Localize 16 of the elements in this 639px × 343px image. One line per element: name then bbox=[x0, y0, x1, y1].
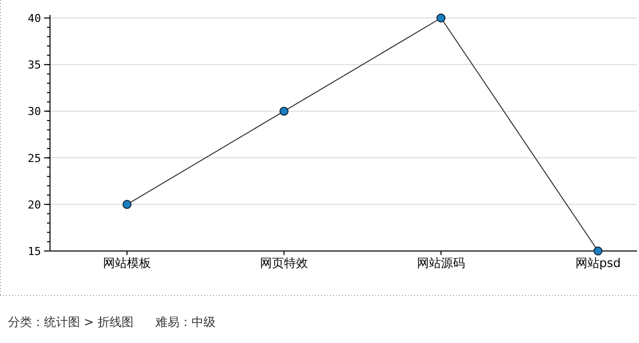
point bbox=[436, 14, 446, 22]
x-tick-label: 网站模板 bbox=[103, 256, 151, 270]
point bbox=[594, 246, 602, 256]
point bbox=[122, 200, 132, 209]
x-tick-label: 网站psd bbox=[575, 256, 621, 270]
y-tick-label: 40 bbox=[28, 12, 41, 25]
point bbox=[280, 106, 288, 116]
y-tick-label: 35 bbox=[28, 58, 41, 72]
text: 难易：中级 bbox=[156, 315, 216, 329]
x-tick-label: 网站源码 bbox=[417, 256, 465, 270]
y-tick-label: 25 bbox=[28, 152, 41, 165]
y-tick-label: 30 bbox=[28, 105, 41, 118]
y-tick-label: 20 bbox=[28, 198, 41, 212]
y-tick-label: 15 bbox=[28, 245, 41, 258]
text: 分类：统计图 > 折线图 bbox=[8, 315, 134, 329]
x-tick-label: 网页特效 bbox=[260, 256, 308, 270]
